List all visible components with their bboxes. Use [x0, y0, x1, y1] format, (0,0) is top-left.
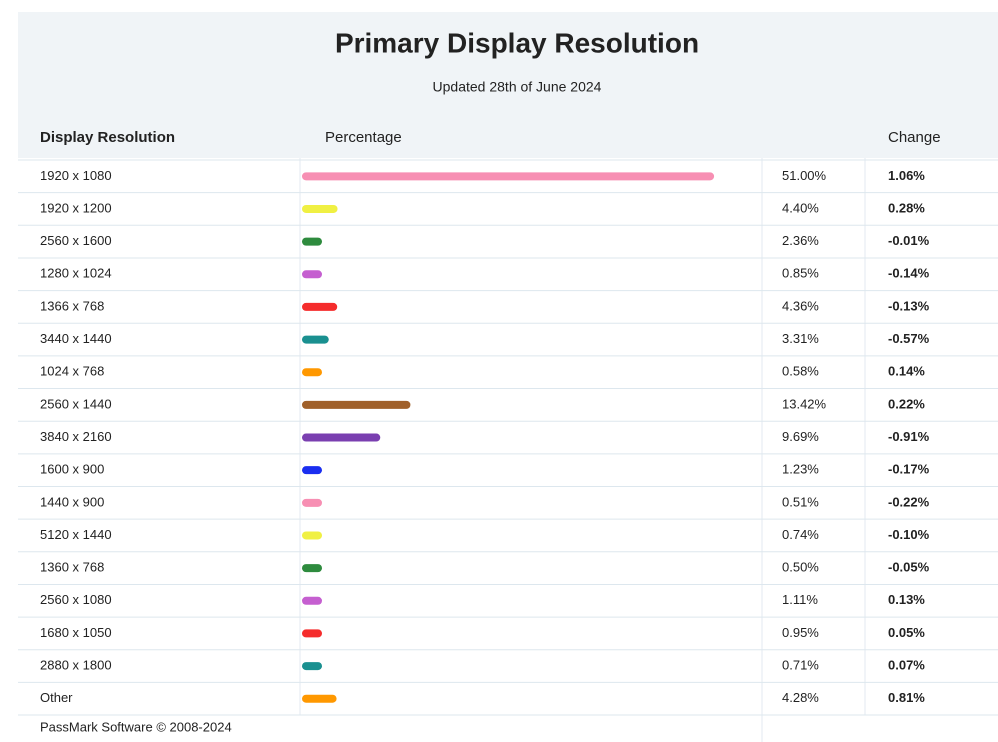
- resolution: 3440 x 1440: [40, 331, 112, 346]
- change: 0.28%: [888, 200, 925, 215]
- resolution: 2560 x 1080: [40, 592, 112, 607]
- change: -0.01%: [888, 233, 930, 248]
- change: -0.17%: [888, 462, 930, 477]
- subtitle: Updated 28th of June 2024: [433, 79, 602, 95]
- column-header: Display Resolution: [40, 129, 175, 146]
- change: 0.13%: [888, 592, 925, 607]
- title: Primary Display Resolution: [335, 27, 699, 58]
- resolution: 2560 x 1600: [40, 233, 112, 248]
- percentage: 0.58%: [782, 364, 819, 379]
- percentage: 51.00%: [782, 168, 827, 183]
- percentage: 4.28%: [782, 690, 819, 705]
- change: 0.81%: [888, 690, 925, 705]
- percentage: 0.71%: [782, 658, 819, 673]
- change: -0.10%: [888, 527, 930, 542]
- column-header: Percentage: [325, 129, 402, 146]
- change: -0.57%: [888, 331, 930, 346]
- resolution: 1920 x 1200: [40, 200, 112, 215]
- resolution: 1280 x 1024: [40, 266, 112, 281]
- percentage: 13.42%: [782, 396, 827, 411]
- percentage: 0.85%: [782, 266, 819, 281]
- change: 0.05%: [888, 625, 925, 640]
- change: 1.06%: [888, 168, 925, 183]
- percentage: 1.11%: [782, 592, 818, 607]
- resolution: 1360 x 768: [40, 560, 104, 575]
- header-bg: [18, 12, 998, 158]
- resolution: 1440 x 900: [40, 494, 104, 509]
- change: 0.14%: [888, 364, 925, 379]
- footer: PassMark Software © 2008-2024: [40, 719, 232, 734]
- column-header: Change: [888, 129, 941, 146]
- change: -0.14%: [888, 266, 930, 281]
- resolution: 1600 x 900: [40, 462, 104, 477]
- change: -0.13%: [888, 298, 930, 313]
- change: 0.07%: [888, 658, 925, 673]
- change: -0.91%: [888, 429, 930, 444]
- percentage: 0.50%: [782, 560, 819, 575]
- change: 0.22%: [888, 396, 925, 411]
- change: -0.22%: [888, 494, 930, 509]
- percentage: 1.23%: [782, 462, 819, 477]
- resolution: 2880 x 1800: [40, 658, 112, 673]
- change: -0.05%: [888, 560, 930, 575]
- percentage: 9.69%: [782, 429, 819, 444]
- percentage: 2.36%: [782, 233, 819, 248]
- resolution: 3840 x 2160: [40, 429, 112, 444]
- percentage: 0.51%: [782, 494, 819, 509]
- resolution: 2560 x 1440: [40, 396, 112, 411]
- resolution: 1366 x 768: [40, 298, 104, 313]
- resolution: 1024 x 768: [40, 364, 104, 379]
- resolution: Other: [40, 690, 73, 705]
- percentage: 4.40%: [782, 200, 819, 215]
- percentage: 0.95%: [782, 625, 819, 640]
- resolution: 1920 x 1080: [40, 168, 112, 183]
- percentage: 0.74%: [782, 527, 819, 542]
- percentage: 3.31%: [782, 331, 819, 346]
- resolution: 5120 x 1440: [40, 527, 112, 542]
- percentage: 4.36%: [782, 298, 819, 313]
- resolution: 1680 x 1050: [40, 625, 112, 640]
